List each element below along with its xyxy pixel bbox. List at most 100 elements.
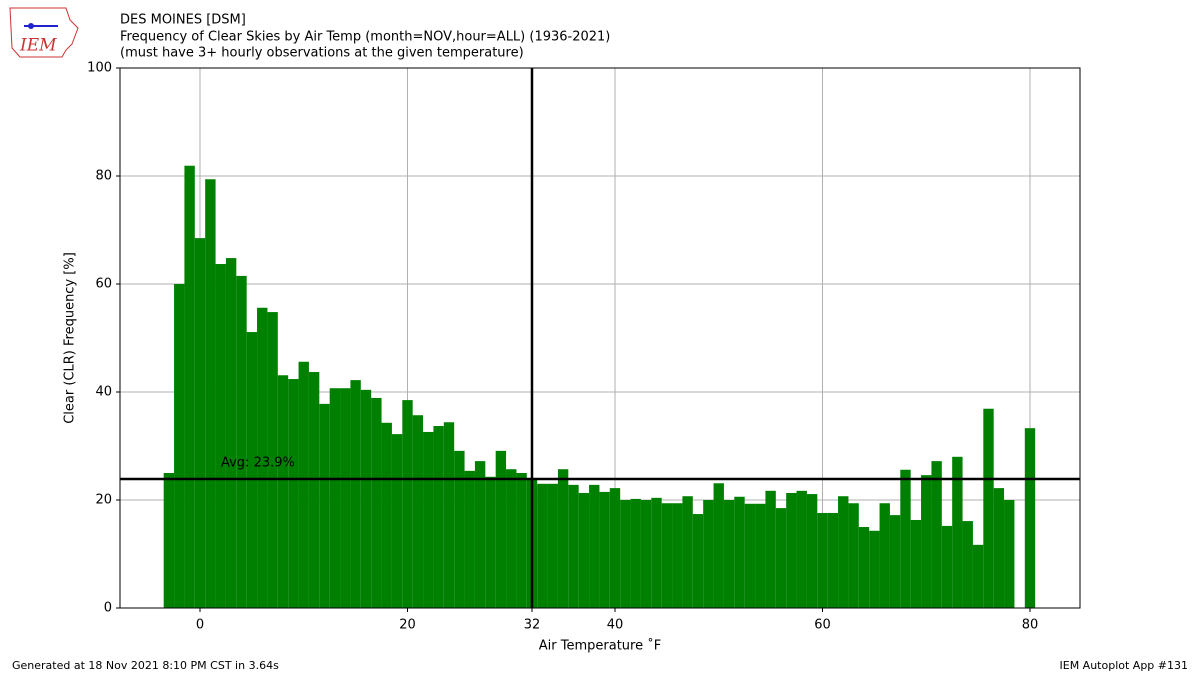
bar	[360, 389, 372, 608]
bar	[599, 491, 610, 608]
bar	[1004, 500, 1015, 608]
bar	[921, 475, 932, 608]
bar	[1024, 428, 1036, 608]
y-tick-label: 80	[95, 169, 112, 184]
bar	[578, 492, 590, 608]
bar	[672, 503, 683, 608]
bar	[308, 372, 320, 608]
bar	[391, 434, 403, 608]
bar	[412, 415, 424, 608]
bar	[775, 508, 787, 608]
y-axis-label: Clear (CLR) Frequency [%]	[63, 252, 78, 424]
x-tick-label: 32	[524, 618, 541, 633]
bar	[225, 258, 237, 608]
y-tick-label: 100	[87, 61, 112, 76]
bar	[786, 492, 797, 608]
bar	[557, 469, 569, 608]
bar	[350, 380, 361, 608]
bar	[454, 450, 465, 608]
bar	[246, 332, 258, 608]
bar	[806, 494, 818, 608]
bar	[640, 500, 652, 608]
bar	[609, 488, 621, 608]
bar	[495, 450, 507, 608]
bar	[298, 361, 309, 608]
bar	[205, 179, 216, 609]
footer-left: Generated at 18 Nov 2021 8:10 PM CST in …	[12, 659, 279, 672]
bar	[817, 512, 828, 608]
bar	[765, 490, 776, 608]
y-tick-label: 20	[95, 493, 112, 508]
bar	[288, 379, 299, 608]
chart-note: (must have 3+ hourly observations at the…	[120, 46, 524, 61]
bar	[329, 388, 341, 608]
bar	[277, 375, 289, 608]
bar	[506, 469, 517, 608]
bar	[589, 484, 600, 608]
bar	[620, 500, 631, 608]
bar	[423, 431, 434, 608]
bar	[433, 426, 444, 608]
axes-frame	[119, 67, 1081, 609]
bar	[713, 483, 724, 608]
x-axis-label: Air Temperature ˚F	[539, 638, 661, 654]
bar	[869, 530, 880, 608]
bar	[931, 461, 942, 608]
avg-label: Avg: 23.9%	[221, 455, 295, 470]
bar	[371, 397, 382, 608]
chart-title: DES MOINES [DSM]	[120, 13, 246, 28]
bar	[184, 165, 195, 609]
bar	[796, 490, 807, 608]
bar	[443, 422, 455, 608]
bar	[547, 483, 558, 608]
bar	[692, 514, 704, 608]
bar	[889, 515, 901, 608]
x-tick-label: 60	[814, 618, 831, 633]
y-tick-label: 0	[104, 601, 112, 616]
bar	[838, 496, 849, 608]
chart-subtitle: Frequency of Clear Skies by Air Temp (mo…	[120, 30, 610, 45]
bar	[537, 483, 548, 608]
bar	[194, 238, 206, 608]
bar	[474, 461, 486, 608]
bar	[952, 456, 963, 608]
footer-right: IEM Autoplot App #131	[1060, 659, 1189, 672]
bar	[900, 469, 911, 608]
bar	[163, 473, 175, 608]
logo-text: IEM	[19, 36, 57, 56]
bar	[236, 275, 247, 608]
bar	[744, 503, 756, 608]
bar	[516, 473, 527, 608]
bar	[827, 512, 839, 608]
x-tick-label: 40	[607, 618, 624, 633]
bar	[340, 388, 351, 608]
bar	[485, 476, 496, 608]
bar	[734, 496, 745, 608]
x-tick-label: 0	[196, 618, 204, 633]
bar	[682, 496, 693, 608]
y-tick-label: 60	[95, 277, 112, 292]
bar	[879, 503, 890, 608]
bar	[381, 422, 392, 608]
plot-area: 0 20 40 60 80 100 0 20 32 40 60 80 Avg: 23.9%	[87, 61, 1081, 633]
bar	[267, 312, 278, 608]
bar	[723, 500, 735, 608]
bar	[174, 284, 185, 608]
y-tick-label: 40	[95, 385, 112, 400]
bar	[402, 400, 413, 608]
bar	[257, 307, 268, 608]
bar	[848, 503, 859, 608]
bar	[941, 525, 953, 608]
bar	[568, 484, 579, 608]
logo-dot	[28, 23, 34, 29]
bar	[972, 544, 984, 608]
bar	[215, 264, 226, 608]
bar	[993, 488, 1005, 608]
bar	[661, 503, 673, 608]
bar	[910, 519, 922, 608]
bar	[464, 470, 475, 608]
x-tick-label: 20	[399, 618, 416, 633]
bar	[703, 500, 714, 608]
